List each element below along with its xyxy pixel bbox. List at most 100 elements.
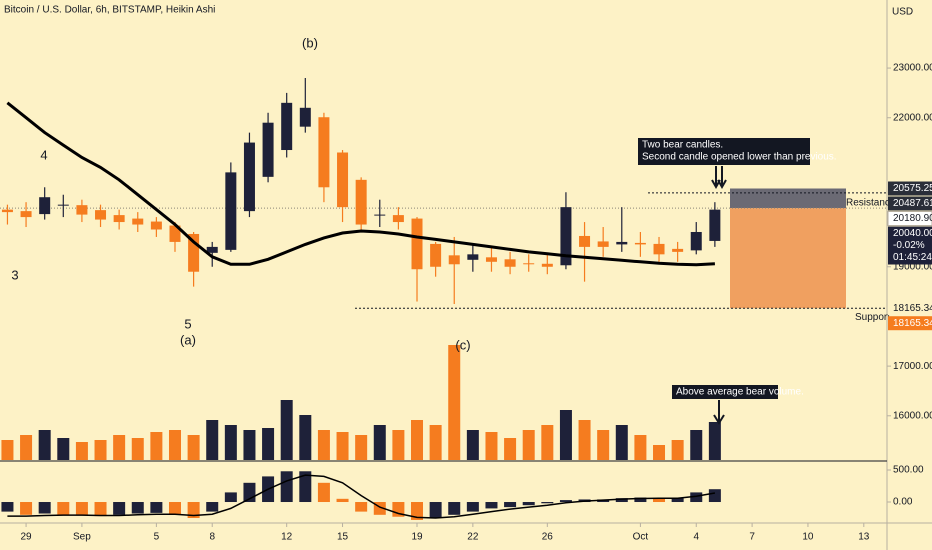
volume-bar (20, 435, 33, 460)
price-label-box (888, 316, 932, 331)
callout-box (638, 138, 810, 165)
candle-body (150, 221, 162, 230)
price-label-change: -0.02% (893, 240, 925, 251)
macd-tick-label: 0.00 (893, 497, 913, 508)
macd-bar (615, 498, 628, 503)
volume-bar (690, 430, 703, 460)
macd-signal (7, 474, 716, 519)
candle-body (467, 254, 479, 260)
x-tick-label: Sep (73, 532, 91, 543)
volume-bar (559, 410, 572, 460)
volume-bar (466, 430, 479, 460)
x-tick-label: 12 (281, 532, 293, 543)
macd-bar (187, 502, 200, 519)
x-tick-label: 19 (411, 532, 423, 543)
candle-body (504, 259, 516, 267)
volume-bar (94, 440, 107, 460)
macd-bar (57, 502, 70, 515)
macd-bar (131, 502, 144, 514)
candle-body (57, 204, 69, 206)
stop-zone (730, 188, 846, 209)
volume-bar (206, 420, 219, 460)
candle-body (709, 209, 721, 241)
candle-body (95, 210, 107, 220)
volume-bar (131, 438, 144, 460)
wave-label: (c) (455, 337, 470, 352)
macd-bar (224, 492, 237, 503)
candle-body (523, 263, 535, 265)
candle-body (39, 197, 51, 215)
candle-body (318, 117, 330, 188)
candle-body (355, 179, 367, 225)
y-tick-label: 16000.00 (893, 410, 932, 421)
candle-body (690, 231, 702, 251)
x-tick-label: 5 (154, 532, 160, 543)
volume-bar (57, 438, 70, 460)
callout-arrow (713, 400, 725, 425)
candle-body (299, 107, 311, 127)
callout-arrow (711, 166, 727, 190)
wave-label: (a) (180, 332, 196, 347)
price-label: 18165.34 (893, 318, 932, 329)
callout-box (672, 385, 778, 399)
x-tick-label: 8 (209, 532, 215, 543)
volume-bar (280, 400, 293, 460)
x-tick-label: 15 (337, 532, 349, 543)
macd-bar (1, 502, 14, 512)
target-zone (730, 208, 846, 309)
volume-bar (75, 442, 88, 460)
candle-body (337, 152, 349, 208)
price-label-box (887, 211, 932, 227)
macd-bar (690, 492, 703, 503)
volume-bar (243, 430, 256, 460)
macd-bar (280, 471, 293, 503)
x-tick-label: 29 (21, 532, 33, 543)
level-label: Resistance (846, 198, 896, 209)
volume-bar (299, 415, 312, 460)
macd-bar (113, 502, 126, 515)
candle-body (1, 209, 13, 213)
volume-bar (429, 425, 442, 460)
candle-body (262, 122, 274, 177)
price-label: 20180.90 (893, 213, 932, 224)
volume-bar (578, 420, 591, 460)
y-tick-label: 17000.00 (893, 361, 932, 372)
macd-bar (504, 502, 517, 508)
wave-label: (b) (302, 35, 318, 50)
price-label-box (888, 181, 932, 196)
volume-bar (38, 430, 51, 460)
macd-bar (299, 471, 312, 503)
candle-body (634, 242, 646, 245)
macd-bar (317, 482, 330, 503)
macd-bar (355, 502, 368, 512)
macd-bar (206, 502, 219, 512)
macd-bar (336, 498, 349, 503)
price-label-box (888, 196, 932, 211)
volume-bar (634, 435, 647, 460)
price-label-box (888, 301, 932, 316)
volume-bar (262, 428, 275, 460)
volume-bar (150, 432, 163, 460)
candle-body (188, 233, 200, 272)
x-tick-label: 22 (467, 532, 479, 543)
x-tick-label: Oct (633, 532, 649, 543)
candle-body (653, 243, 665, 255)
price-label-box (888, 226, 932, 265)
wave-label: 3 (11, 267, 18, 282)
macd-bar (485, 502, 498, 509)
volume-bar (504, 438, 517, 460)
volume-bar (522, 430, 535, 460)
macd-bar (448, 502, 461, 515)
x-tick-label: 4 (693, 532, 699, 543)
x-tick-label: 13 (858, 532, 870, 543)
y-tick-label: 23000.00 (893, 63, 932, 74)
price-label-countdown: 01:45:24 (893, 252, 932, 263)
macd-bar (671, 498, 684, 503)
candle-body (206, 246, 218, 253)
price-label: 20575.25 (893, 183, 932, 194)
candle-body (448, 255, 460, 265)
y-tick-label: 22000.00 (893, 112, 932, 123)
macd-bar (559, 500, 572, 503)
candle-body (597, 241, 609, 247)
macd-bar (653, 498, 666, 503)
